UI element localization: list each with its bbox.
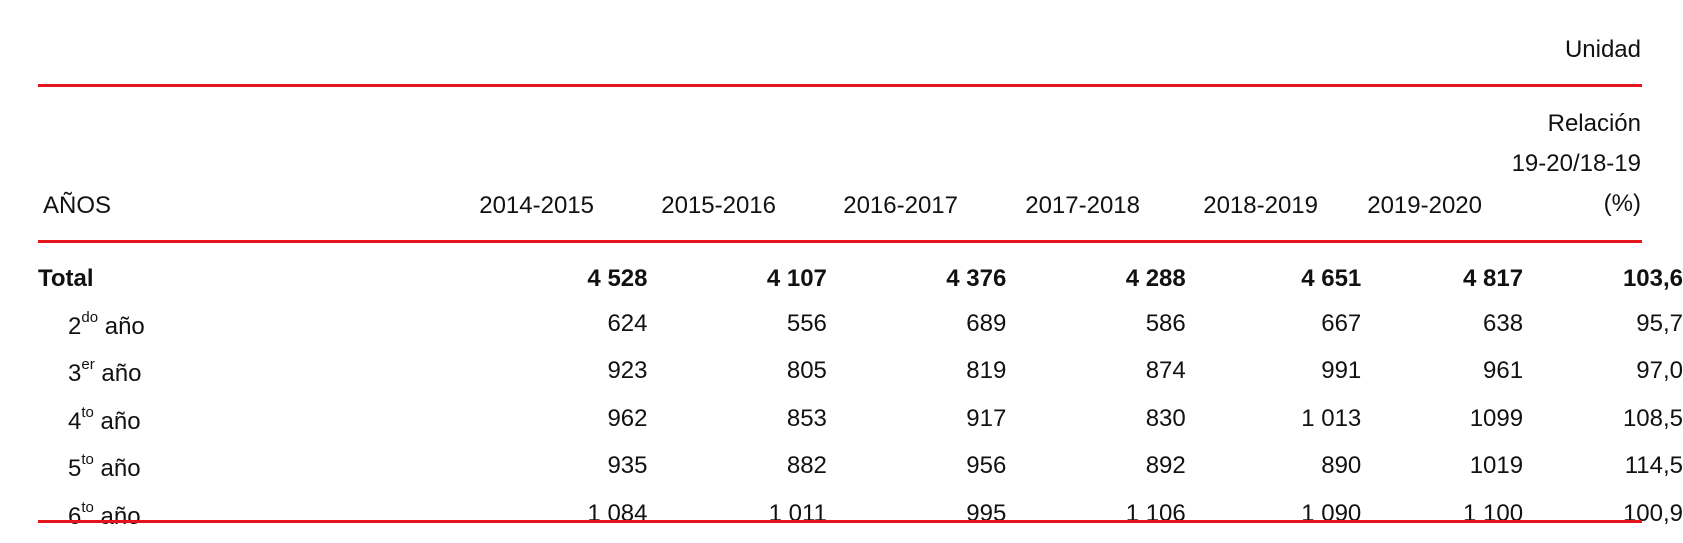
cell-2014-2015: 624 — [607, 309, 648, 337]
cell-2015-2016: 853 — [786, 404, 827, 432]
cell-relation: 95,7 — [1636, 309, 1683, 337]
cell-2018-2019: 4 651 — [1301, 265, 1362, 292]
cell-2014-2015: 935 — [607, 452, 648, 479]
row-label-header: AÑOS — [43, 192, 112, 219]
relation-header: Relación 19-20/18-19 (%) — [1512, 104, 1641, 224]
unit-label: Unidad — [1564, 36, 1641, 63]
table-row: 4to año 962 853 917 830 1 013 1099 108,5 — [38, 395, 1683, 443]
year-header-2016-2017: 2016-2017 — [843, 192, 958, 219]
relation-header-line2: 19-20/18-19 — [1511, 150, 1641, 177]
cell-2018-2019: 667 — [1321, 309, 1362, 337]
cell-2017-2018: 874 — [1145, 357, 1186, 384]
row-label-ordinal: to — [81, 498, 94, 516]
row-label: 5to año — [38, 442, 461, 490]
cell-2017-2018: 4 288 — [1125, 265, 1186, 292]
table-body: Total 4 528 4 107 4 376 4 288 4 651 4 817 103,6… — [38, 258, 1683, 537]
bottom-rule — [38, 520, 1642, 523]
row-label: 3er año — [38, 347, 461, 395]
top-rule — [38, 84, 1642, 87]
cell-2019-2020: 961 — [1483, 357, 1524, 384]
cell-2018-2019: 991 — [1321, 357, 1362, 384]
cell-2016-2017: 689 — [966, 309, 1007, 337]
row-label: 2do año — [38, 300, 461, 348]
cell-2015-2016: 882 — [786, 452, 827, 479]
cell-2016-2017: 956 — [966, 452, 1007, 479]
year-header-2019-2020: 2019-2020 — [1367, 192, 1482, 219]
row-label-text: 6 — [68, 502, 82, 530]
year-header-2015-2016: 2015-2016 — [661, 192, 776, 219]
row-label-ordinal: do — [81, 308, 99, 326]
cell-2015-2016: 1 011 — [768, 499, 827, 527]
year-header-2017-2018: 2017-2018 — [1025, 192, 1140, 219]
cell-2019-2020: 1019 — [1469, 452, 1524, 479]
cell-relation: 114,5 — [1624, 452, 1683, 479]
relation-header-line3: (%) — [1603, 190, 1641, 217]
cell-relation: 100,9 — [1622, 499, 1683, 527]
row-label-suffix: año — [93, 455, 141, 482]
row-label-text: 4 — [68, 407, 82, 435]
row-label-suffix: año — [93, 502, 141, 530]
table-row: 6to año 1 084 1 011 995 1 106 1 090 1 100 100,9 — [38, 490, 1683, 538]
row-label: Total — [38, 258, 461, 300]
cell-2014-2015: 1 084 — [587, 499, 648, 527]
row-label-text: 5 — [68, 455, 82, 482]
cell-2017-2018: 830 — [1145, 404, 1186, 432]
table-row: 5to año 935 882 956 892 890 1019 114,5 — [38, 442, 1683, 490]
cell-2017-2018: 586 — [1145, 309, 1186, 337]
cell-2017-2018: 892 — [1145, 452, 1186, 479]
cell-2018-2019: 890 — [1321, 452, 1362, 479]
row-label-text: Total — [38, 265, 94, 292]
cell-2016-2017: 819 — [966, 357, 1007, 384]
row-label-ordinal: to — [81, 451, 94, 468]
table-row-total: Total 4 528 4 107 4 376 4 288 4 651 4 817 103,6 — [38, 258, 1683, 300]
cell-relation: 103,6 — [1622, 265, 1683, 292]
relation-header-line1: Relación — [1547, 110, 1641, 137]
cell-2019-2020: 638 — [1483, 309, 1524, 337]
data-table: Total 4 528 4 107 4 376 4 288 4 651 4 817 103,6… — [38, 258, 1683, 537]
cell-2014-2015: 962 — [607, 404, 648, 432]
cell-relation: 108,5 — [1622, 404, 1683, 432]
row-label-suffix: año — [98, 312, 145, 340]
row-label-suffix: año — [94, 360, 142, 387]
header-rule — [38, 240, 1642, 243]
cell-2018-2019: 1 090 — [1301, 499, 1362, 527]
row-label-ordinal: to — [81, 403, 94, 421]
row-label-text: 2 — [68, 312, 82, 340]
cell-2018-2019: 1 013 — [1301, 404, 1362, 432]
cell-2014-2015: 4 528 — [587, 265, 648, 292]
year-header-2018-2019: 2018-2019 — [1203, 192, 1318, 219]
row-label: 6to año — [38, 490, 461, 538]
row-label-text: 3 — [68, 360, 82, 387]
cell-2019-2020: 1099 — [1469, 404, 1524, 432]
cell-2016-2017: 4 376 — [946, 265, 1007, 292]
cell-2015-2016: 4 107 — [766, 265, 827, 292]
cell-2015-2016: 805 — [786, 357, 827, 384]
cell-2016-2017: 995 — [966, 499, 1007, 527]
row-label-ordinal: er — [81, 356, 95, 373]
row-label-suffix: año — [93, 407, 141, 435]
table-row: 3er año 923 805 819 874 991 961 97,0 — [38, 347, 1683, 395]
cell-2017-2018: 1 106 — [1125, 499, 1186, 527]
row-label: 4to año — [38, 395, 461, 443]
cell-2015-2016: 556 — [786, 309, 827, 337]
cell-2019-2020: 4 817 — [1463, 265, 1524, 292]
table-row: 2do año 624 556 689 586 667 638 95,7 — [38, 300, 1683, 348]
year-header-2014-2015: 2014-2015 — [479, 192, 594, 219]
cell-2019-2020: 1 100 — [1463, 499, 1524, 527]
cell-2014-2015: 923 — [607, 357, 648, 384]
cell-relation: 97,0 — [1636, 357, 1683, 384]
cell-2016-2017: 917 — [966, 404, 1007, 432]
